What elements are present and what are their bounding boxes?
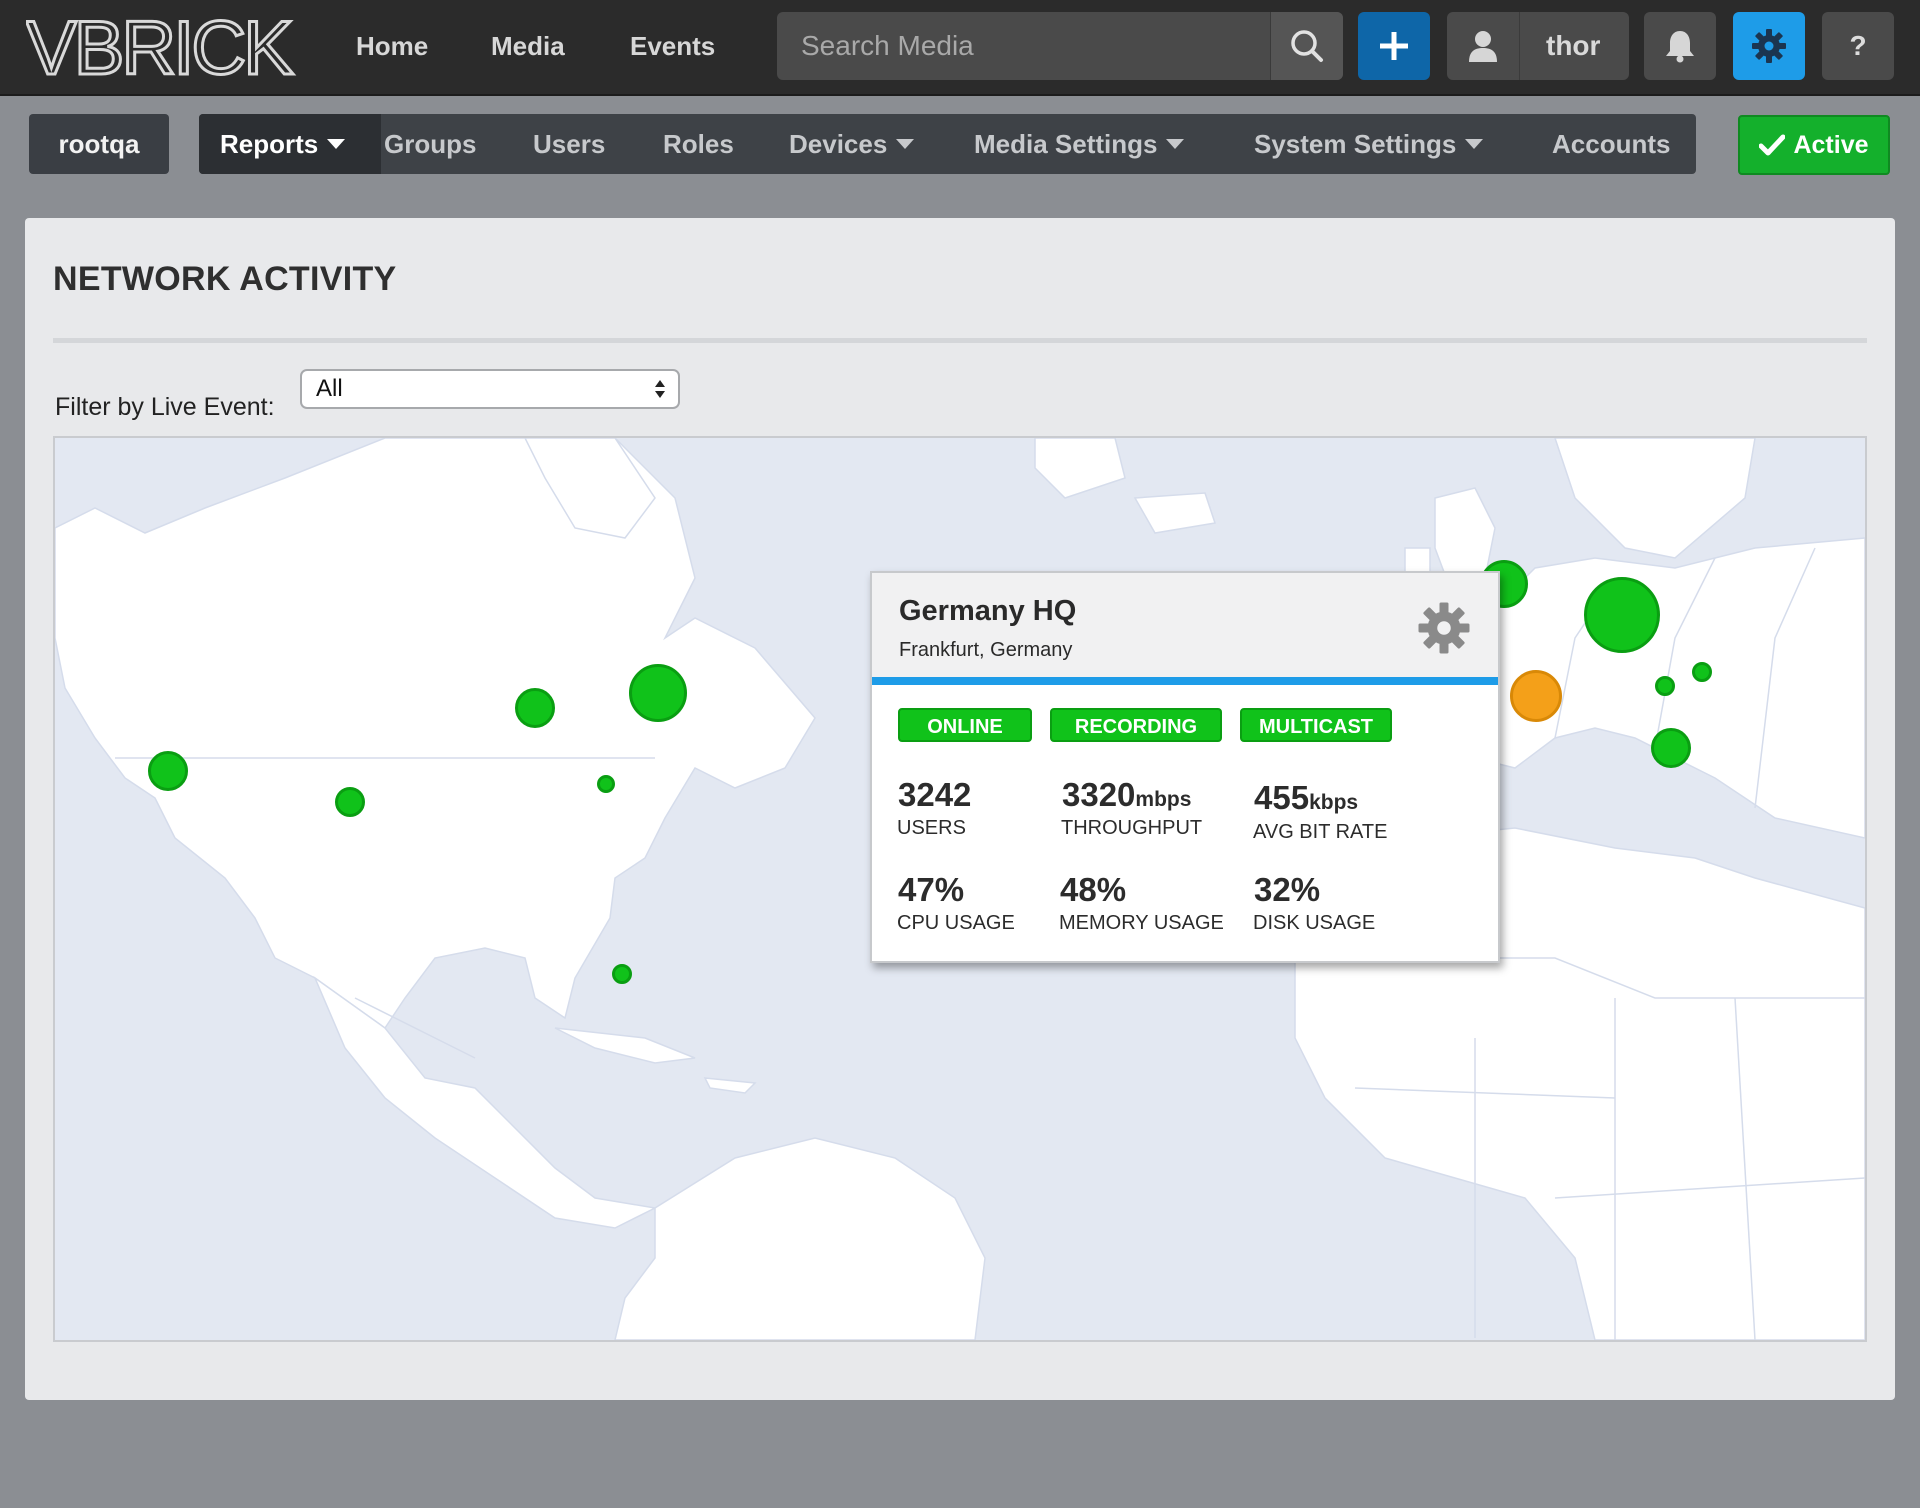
stat-users-label: USERS <box>897 817 966 839</box>
user-menu-button[interactable]: thor <box>1447 12 1629 80</box>
site-name: Germany HQ <box>899 595 1077 627</box>
map-marker[interactable] <box>335 787 365 817</box>
site-location: Frankfurt, Germany <box>899 639 1073 661</box>
map-marker[interactable] <box>629 664 687 722</box>
gear-icon <box>1752 29 1786 63</box>
popup-accent-bar <box>872 677 1498 685</box>
user-icon <box>1469 31 1497 62</box>
tab-devices-label: Devices <box>789 129 888 159</box>
admin-nav: Reports Groups Users Roles Devices Media… <box>199 114 1696 174</box>
popup-header: Germany HQ Frankfurt, Germany <box>872 573 1498 677</box>
tab-users[interactable]: Users <box>533 129 606 159</box>
tab-roles[interactable]: Roles <box>663 129 734 159</box>
map-marker[interactable] <box>1651 728 1691 768</box>
stat-cpu-value: 47% <box>898 871 965 908</box>
tab-reports[interactable]: Reports <box>199 114 381 174</box>
map-marker[interactable] <box>1692 662 1712 682</box>
stat-bitrate-value: 455kbps <box>1254 779 1359 816</box>
map-marker[interactable] <box>1584 577 1660 653</box>
status-badge-multicast: MULTICAST <box>1240 708 1392 742</box>
add-button[interactable] <box>1358 12 1430 80</box>
user-name: thor <box>1546 30 1601 61</box>
status-badge-online: ONLINE <box>898 708 1032 742</box>
help-button[interactable]: ? <box>1822 12 1894 80</box>
page-title: NETWORK ACTIVITY <box>53 260 397 298</box>
tab-groups[interactable]: Groups <box>384 129 477 159</box>
map-marker[interactable] <box>1655 676 1675 696</box>
tab-accounts[interactable]: Accounts <box>1552 129 1671 159</box>
stat-throughput-value: 3320mbps <box>1062 776 1192 813</box>
map-landmass <box>55 438 1865 1340</box>
plus-icon <box>1380 32 1408 60</box>
nav-media[interactable]: Media <box>491 31 565 61</box>
bell-icon <box>1666 31 1694 63</box>
chevron-down-icon <box>327 139 346 150</box>
active-status-label: Active <box>1793 130 1869 159</box>
stat-cpu-label: CPU USAGE <box>897 912 1015 934</box>
settings-button[interactable] <box>1733 12 1805 80</box>
stat-disk-value: 32% <box>1254 871 1321 908</box>
map-marker[interactable] <box>612 964 632 984</box>
search-icon <box>1291 30 1323 62</box>
map-marker[interactable] <box>515 688 555 728</box>
map-marker[interactable] <box>1510 670 1562 722</box>
chevron-down-icon <box>896 139 915 150</box>
stat-memory-label: MEMORY USAGE <box>1059 912 1224 934</box>
site-details-popup: Germany HQ Frankfurt, Germany ONLINE REC… <box>870 571 1500 963</box>
active-status-button[interactable]: Active <box>1738 115 1890 175</box>
stat-throughput-label: THROUGHPUT <box>1061 817 1203 839</box>
chevron-down-icon <box>1166 139 1185 150</box>
tab-system-settings[interactable]: System Settings <box>1254 114 1484 174</box>
divider <box>53 338 1867 343</box>
filter-label: Filter by Live Event: <box>55 393 275 421</box>
select-arrows-icon <box>655 380 665 398</box>
nav-home[interactable]: Home <box>356 31 429 61</box>
stat-users-value: 3242 <box>898 776 972 813</box>
stat-memory-value: 48% <box>1060 871 1127 908</box>
map-marker[interactable] <box>148 751 188 791</box>
tab-system-settings-label: System Settings <box>1254 129 1457 159</box>
tab-media-settings-label: Media Settings <box>974 129 1158 159</box>
map-marker[interactable] <box>597 775 615 793</box>
tenant-button[interactable]: rootqa <box>29 114 169 174</box>
stat-disk-label: DISK USAGE <box>1253 912 1376 934</box>
status-badge-recording: RECORDING <box>1050 708 1222 742</box>
notifications-button[interactable] <box>1644 12 1716 80</box>
tab-media-settings[interactable]: Media Settings <box>974 114 1185 174</box>
top-bar: VBRICK Home Media Events thor <box>0 0 1920 96</box>
chevron-down-icon <box>1465 139 1484 150</box>
svg-text:VBRICK: VBRICK <box>26 8 293 82</box>
tab-reports-label: Reports <box>220 129 319 159</box>
tab-devices[interactable]: Devices <box>789 114 915 174</box>
nav-events[interactable]: Events <box>630 31 716 61</box>
search-box <box>777 12 1343 80</box>
gear-icon[interactable] <box>1417 601 1471 655</box>
search-input[interactable] <box>777 12 1267 80</box>
live-event-filter-select[interactable]: All <box>300 369 680 409</box>
live-event-filter-value: All <box>316 375 343 402</box>
stat-bitrate-label: AVG BIT RATE <box>1253 821 1388 843</box>
checkmark-icon <box>1759 134 1786 156</box>
search-button[interactable] <box>1270 12 1343 80</box>
vbrick-logo[interactable]: VBRICK <box>26 8 298 82</box>
